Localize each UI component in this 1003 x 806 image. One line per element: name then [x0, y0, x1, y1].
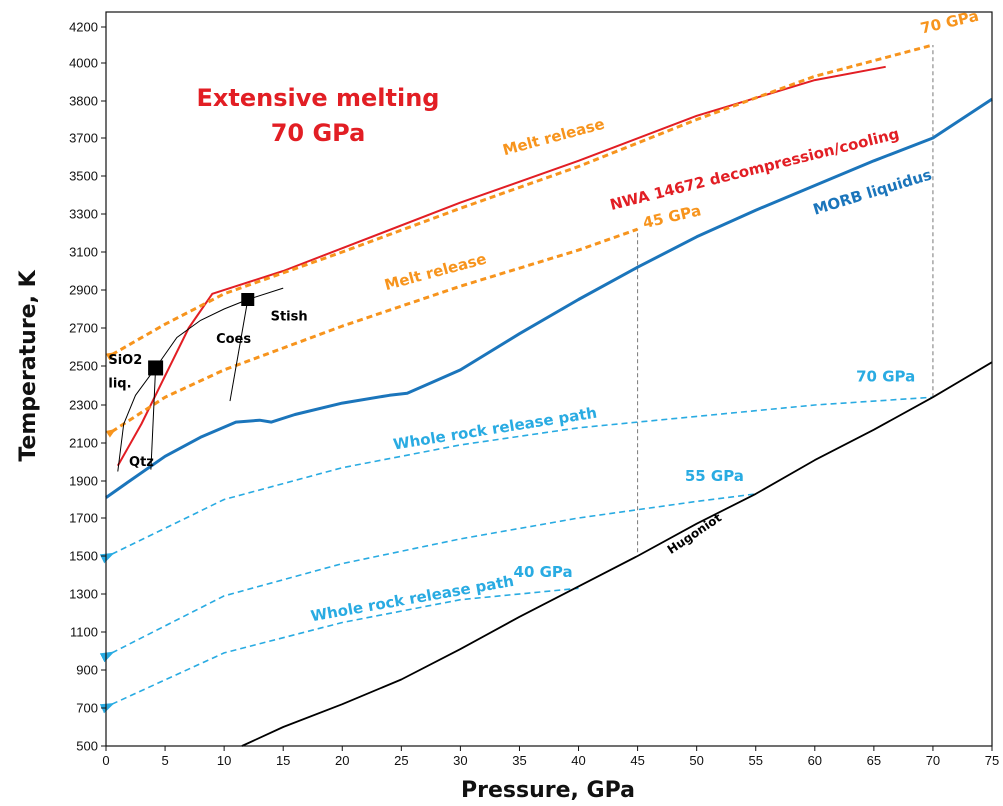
morb-liquidus-line	[105, 97, 993, 499]
whole-rock-release-path-line	[99, 396, 933, 564]
y-tick-label: 1100	[70, 625, 98, 640]
x-tick-label: 20	[335, 753, 349, 768]
annotation-55-gpa: 55 GPa	[685, 467, 744, 485]
y-tick-label: 700	[76, 701, 98, 716]
nwa-14672-decompression-cooling-line	[116, 65, 886, 467]
annotation-70-gpa: 70 GPa	[919, 7, 981, 38]
annotation-40-gpa: 40 GPa	[514, 563, 573, 581]
x-tick-label: 50	[689, 753, 703, 768]
y-tick-label: 2500	[69, 359, 98, 374]
x-tick-label: 15	[276, 753, 290, 768]
y-tick-label: 3800	[69, 94, 98, 109]
x-tick-label: 70	[926, 753, 940, 768]
guide-lines	[637, 45, 934, 553]
annotation-stish: Stish	[271, 309, 308, 324]
y-tick-label: 900	[76, 663, 98, 678]
y-tick-label: 1500	[69, 549, 98, 564]
y-tick-label: 3300	[69, 207, 98, 222]
x-tick-label: 10	[217, 753, 231, 768]
annotation-coes: Coes	[216, 332, 251, 347]
data-series	[99, 43, 993, 747]
annotation-whole-rock-release-path: Whole rock release path	[392, 404, 598, 454]
annotation-liq-: liq.	[108, 376, 131, 391]
x-tick-label: 0	[102, 753, 109, 768]
y-axis-title: Temperature, K	[16, 269, 41, 461]
triple-point-marker	[241, 293, 255, 306]
hugoniot-line	[241, 361, 993, 747]
x-tick-label: 65	[867, 753, 881, 768]
y-tick-label: 1700	[69, 511, 98, 526]
y-tick-label: 2900	[69, 283, 98, 298]
whole-rock-release-path-line	[99, 493, 756, 663]
y-tick-label: 4000	[69, 56, 98, 71]
y-tick-label: 4200	[69, 20, 98, 35]
phase-boundary	[117, 367, 157, 472]
plot-area-frame	[105, 11, 993, 747]
y-tick-label: 1300	[69, 587, 98, 602]
triple-point-marker	[148, 360, 164, 376]
x-tick-label: 25	[394, 753, 408, 768]
annotation-qtz: Qtz	[129, 455, 154, 470]
y-tick-label: 500	[76, 739, 98, 754]
y-tick-label: 3700	[69, 131, 98, 146]
x-tick-label: 5	[161, 753, 168, 768]
chart-title: Extensive melting	[197, 84, 440, 112]
x-tick-label: 35	[512, 753, 526, 768]
chart-subtitle: 70 GPa	[271, 119, 366, 147]
whole-rock-release-path-line	[99, 587, 579, 714]
melt-release-line	[105, 227, 639, 438]
phase-boundary	[229, 299, 249, 402]
x-tick-label: 60	[808, 753, 822, 768]
x-tick-label: 45	[630, 753, 644, 768]
y-tick-label: 2100	[69, 436, 98, 451]
axes: 0 5 10 15 20 25 30 35 40 45 50 55 60 65 70 75 500 700 900 1…	[69, 20, 999, 769]
y-tick-label: 2700	[69, 321, 98, 336]
annotation-melt-release: Melt release	[501, 115, 607, 159]
phase-boundary	[155, 299, 248, 369]
annotation-melt-release: Melt release	[383, 250, 489, 294]
x-axis-title: Pressure, GPa	[461, 778, 635, 803]
x-tick-label: 55	[748, 753, 762, 768]
y-tick-label: 3500	[69, 169, 98, 184]
annotation-45-gpa: 45 GPa	[641, 201, 703, 232]
y-tick-label: 2300	[69, 398, 98, 413]
annotation-sio2: SiO2	[108, 353, 142, 368]
y-tick-label: 1900	[69, 474, 98, 489]
annotation-70-gpa: 70 GPa	[856, 368, 915, 386]
annotation-hugoniot: Hugoniot	[665, 510, 724, 556]
y-tick-label: 3100	[69, 245, 98, 260]
x-tick-label: 30	[453, 753, 467, 768]
x-tick-label: 40	[571, 753, 585, 768]
melt-release-line	[105, 43, 934, 361]
phase-diagram	[117, 287, 284, 472]
x-tick-label: 75	[985, 753, 999, 768]
phase-boundary	[150, 367, 157, 470]
annotation-whole-rock-release-path: Whole rock release path	[309, 572, 515, 625]
annotation-morb-liquidus: MORB liquidus	[811, 166, 934, 219]
